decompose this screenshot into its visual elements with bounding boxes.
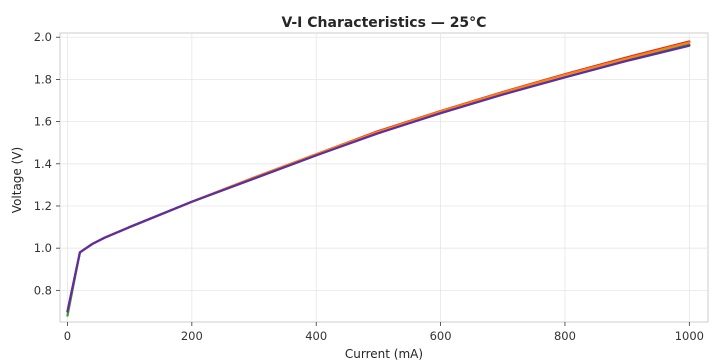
chart-title: V-I Characteristics — 25°C: [282, 15, 487, 31]
series-group: [66, 40, 691, 317]
y-grid: [60, 36, 708, 291]
x-tick-label: 800: [554, 329, 576, 343]
x-axis-ticks: 0 200 400 600 800 1000: [64, 322, 704, 343]
x-axis-label: Current (mA): [345, 347, 423, 361]
y-tick-label: 1.8: [34, 72, 52, 86]
series-line-4: [66, 44, 691, 313]
y-axis-ticks: 0.8 1.0 1.2 1.4 1.6 1.8 2.0: [34, 30, 60, 297]
y-tick-label: 1.0: [34, 241, 52, 255]
y-tick-label: 1.6: [34, 115, 52, 129]
x-tick-label: 400: [305, 329, 327, 343]
x-grid: [67, 33, 690, 322]
x-tick-label: 600: [430, 329, 452, 343]
y-tick-label: 1.4: [34, 157, 52, 171]
y-tick-label: 2.0: [34, 30, 52, 44]
y-tick-label: 1.2: [34, 199, 52, 213]
x-tick-label: 0: [64, 329, 71, 343]
y-tick-label: 0.8: [34, 283, 52, 297]
plot-area: [59, 32, 709, 323]
x-tick-label: 200: [181, 329, 203, 343]
x-tick-label: 1000: [675, 329, 704, 343]
y-axis-label: Voltage (V): [10, 147, 24, 213]
plot-frame: [59, 32, 709, 323]
